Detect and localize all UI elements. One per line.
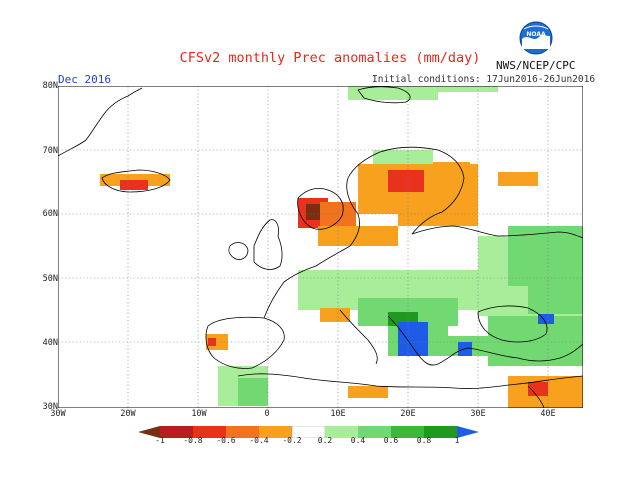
lat-label-80n: 80N: [42, 81, 58, 91]
anomaly-map: [58, 86, 583, 408]
legend-label: 0.8: [416, 436, 432, 445]
legend-label: -0.4: [249, 436, 269, 445]
legend-bin: [424, 426, 457, 438]
agency-label: NWS/NCEP/CPC: [496, 59, 576, 72]
logo-text: NOAA: [526, 31, 546, 38]
lon-label-20e: 20E: [400, 409, 416, 419]
lon-label-10w: 10W: [191, 409, 207, 419]
legend-bin: [391, 426, 424, 438]
legend-label: 0.6: [383, 436, 399, 445]
lon-label-30w: 30W: [50, 409, 66, 419]
lon-label-0: 0: [264, 409, 270, 419]
legend-bin: [325, 426, 358, 438]
legend-arrow-right: [457, 426, 479, 438]
coastlines: [58, 86, 583, 408]
map-title: CFSv2 monthly Prec anomalies (mm/day): [179, 50, 481, 66]
legend-label: 0.4: [350, 436, 366, 445]
legend-bin: [160, 426, 193, 438]
lon-label-30e: 30E: [470, 409, 486, 419]
lat-label-30n: 30N: [42, 402, 58, 412]
lon-label-20w: 20W: [120, 409, 136, 419]
legend-bin: [358, 426, 391, 438]
lat-label-50n: 50N: [42, 274, 58, 284]
legend-label: -0.6: [216, 436, 236, 445]
lon-label-40e: 40E: [540, 409, 556, 419]
lat-label-60n: 60N: [42, 209, 58, 219]
forecast-month: Dec 2016: [58, 73, 111, 86]
legend-bin: [259, 426, 292, 438]
legend-arrow-left: [138, 426, 160, 438]
legend-label: 1: [454, 436, 460, 445]
legend-label: 0.2: [317, 436, 333, 445]
lon-label-10e: 10E: [330, 409, 346, 419]
legend-label: -0.2: [282, 436, 302, 445]
color-legend: [138, 426, 479, 438]
initial-conditions: Initial conditions: 17Jun2016-26Jun2016: [372, 74, 596, 85]
noaa-logo-icon: NOAA: [519, 21, 553, 55]
lat-label-40n: 40N: [42, 338, 58, 348]
lat-label-70n: 70N: [42, 146, 58, 156]
map-gridlines: [58, 86, 583, 408]
legend-label: -0.8: [183, 436, 203, 445]
legend-bin: [226, 426, 259, 438]
legend-label: -1: [155, 436, 165, 445]
legend-bin: [193, 426, 226, 438]
